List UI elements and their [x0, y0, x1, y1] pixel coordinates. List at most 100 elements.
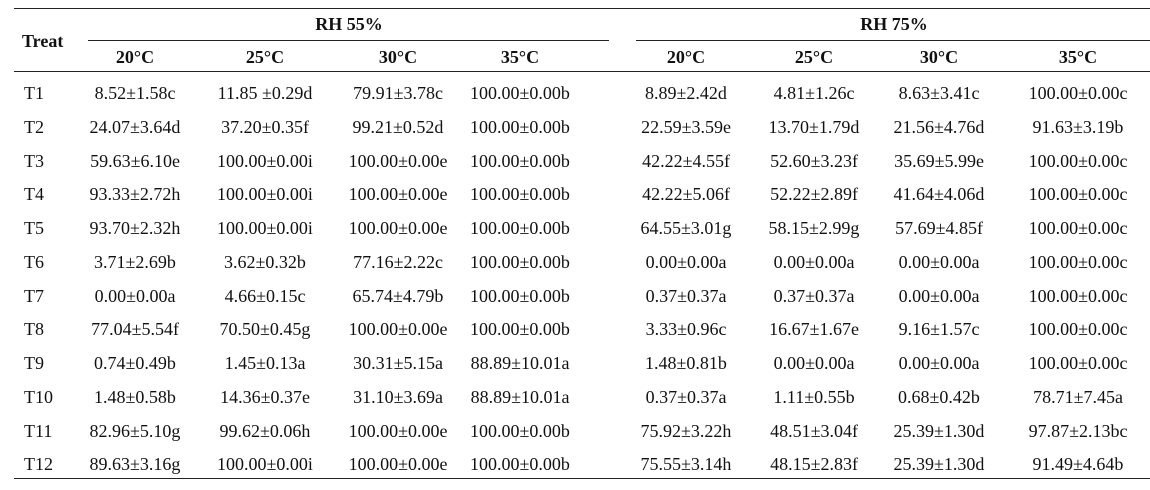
treatment-label: T12: [24, 454, 53, 475]
value-cell: 100.00±0.00c: [1028, 285, 1128, 306]
value-cell: 13.70±1.79d: [768, 116, 860, 137]
value-cell: 99.62±0.06h: [219, 420, 311, 441]
value-cell: 41.64±4.06d: [893, 184, 985, 205]
value-cell: 100.00±0.00i: [217, 150, 313, 171]
value-cell: 0.68±0.42b: [898, 386, 980, 407]
value-cell: 100.00±0.00b: [470, 184, 570, 205]
table-row: T9 0.74±0.49b 1.45±0.13a 30.31±5.15a 88.89±1…: [14, 347, 1150, 380]
value-cell: 30.31±5.15a: [353, 353, 443, 373]
temperature-header: 20°C: [666, 47, 706, 67]
value-cell: 8.52±1.58c: [94, 83, 176, 103]
value-cell: 97.87±2.13bc: [1028, 420, 1128, 441]
treatment-label: T3: [24, 150, 44, 171]
table-row: T6 3.71±2.69b 3.62±0.32b 77.16±2.22c 100.00±…: [14, 246, 1150, 279]
value-cell: 77.04±5.54f: [91, 319, 179, 340]
table-top-rule: [14, 8, 1150, 9]
table-row: T11 82.96±5.10g 99.62±0.06h 100.00±0.00e 100…: [14, 415, 1150, 448]
temperature-header: 35°C: [1058, 47, 1098, 67]
table-row: T8 77.04±5.54f 70.50±0.45g 100.00±0.00e 100.…: [14, 313, 1150, 346]
value-cell: 8.63±3.41c: [898, 83, 980, 103]
value-cell: 88.89±10.01a: [470, 353, 570, 373]
value-cell: 42.22±5.06f: [642, 184, 730, 205]
temperature-header: 30°C: [919, 47, 959, 67]
value-cell: 100.00±0.00e: [348, 319, 448, 340]
value-cell: 48.15±2.83f: [770, 454, 858, 475]
value-cell: 100.00±0.00c: [1028, 251, 1128, 272]
value-cell: 70.50±0.45g: [219, 319, 311, 340]
value-cell: 48.51±3.04f: [770, 420, 858, 441]
value-cell: 4.81±1.26c: [773, 83, 855, 103]
value-cell: 22.59±3.59e: [641, 116, 731, 137]
value-cell: 3.62±0.32b: [224, 251, 306, 272]
value-cell: 0.00±0.00a: [773, 353, 855, 373]
rh75-group-rule: [636, 40, 1150, 41]
value-cell: 100.00±0.00e: [348, 420, 448, 441]
temperature-header: 20°C: [115, 47, 155, 67]
table-row: T10 1.48±0.58b 14.36±0.37e 31.10±3.69a 88.89…: [14, 381, 1150, 414]
value-cell: 100.00±0.00b: [470, 454, 570, 475]
value-cell: 52.22±2.89f: [770, 184, 858, 205]
treatment-label: T6: [24, 251, 44, 272]
value-cell: 100.00±0.00e: [348, 150, 448, 171]
value-cell: 100.00±0.00e: [348, 184, 448, 205]
value-cell: 25.39±1.30d: [893, 420, 985, 441]
value-cell: 8.89±2.42d: [645, 83, 727, 103]
value-cell: 100.00±0.00b: [470, 319, 570, 340]
table-row: T7 0.00±0.00a 4.66±0.15c 65.74±4.79b 100.00±…: [14, 280, 1150, 313]
value-cell: 52.60±3.23f: [770, 150, 858, 171]
value-cell: 1.11±0.55b: [773, 386, 855, 407]
value-cell: 1.48±0.58b: [94, 386, 176, 407]
table-row: T4 93.33±2.72h 100.00±0.00i 100.00±0.00e 100…: [14, 178, 1150, 211]
value-cell: 77.16±2.22c: [353, 251, 443, 272]
value-cell: 58.15±2.99g: [768, 218, 860, 238]
value-cell: 4.66±0.15c: [224, 285, 306, 306]
value-cell: 0.00±0.00a: [773, 251, 855, 272]
value-cell: 0.00±0.00a: [645, 251, 727, 272]
group-header-rh75: RH 75%: [860, 14, 928, 34]
treatment-label: T5: [24, 218, 44, 238]
value-cell: 75.92±3.22h: [640, 420, 732, 441]
header-bottom-rule: [14, 71, 1150, 72]
value-cell: 11.85 ±0.29d: [217, 83, 313, 103]
treatment-label: T1: [24, 83, 44, 103]
temperature-header: 25°C: [794, 47, 834, 67]
value-cell: 100.00±0.00b: [470, 150, 570, 171]
data-table: Treat RH 55% RH 75% 20°C 25°C 30°C 35°C 20°C…: [14, 6, 1150, 482]
value-cell: 100.00±0.00b: [470, 251, 570, 272]
treatment-label: T10: [24, 386, 53, 407]
value-cell: 0.37±0.37a: [645, 386, 727, 407]
temperature-header: 25°C: [245, 47, 285, 67]
value-cell: 57.69±4.85f: [895, 218, 983, 238]
temperature-header: 35°C: [500, 47, 540, 67]
treatment-label: T9: [24, 353, 44, 373]
value-cell: 100.00±0.00b: [470, 218, 570, 238]
value-cell: 25.39±1.30d: [893, 454, 985, 475]
value-cell: 0.00±0.00a: [898, 353, 980, 373]
table-row: T12 89.63±3.16g 100.00±0.00i 100.00±0.00e 10…: [14, 448, 1150, 481]
value-cell: 16.67±1.67e: [769, 319, 859, 340]
value-cell: 0.74±0.49b: [94, 353, 176, 373]
value-cell: 100.00±0.00c: [1028, 83, 1128, 103]
value-cell: 0.37±0.37a: [773, 285, 855, 306]
value-cell: 42.22±4.55f: [642, 150, 730, 171]
table-row: T1 8.52±1.58c 11.85 ±0.29d 79.91±3.78c 100.0…: [14, 77, 1150, 110]
rh55-group-rule: [88, 40, 609, 41]
value-cell: 14.36±0.37e: [220, 386, 310, 407]
value-cell: 89.63±3.16g: [89, 454, 181, 475]
value-cell: 100.00±0.00c: [1028, 353, 1128, 373]
value-cell: 100.00±0.00c: [1028, 218, 1128, 238]
table-bottom-rule: [14, 478, 1150, 479]
value-cell: 0.00±0.00a: [898, 251, 980, 272]
value-cell: 37.20±0.35f: [221, 116, 309, 137]
value-cell: 100.00±0.00b: [470, 420, 570, 441]
value-cell: 59.63±6.10e: [90, 150, 180, 171]
value-cell: 100.00±0.00i: [217, 454, 313, 475]
value-cell: 9.16±1.57c: [898, 319, 980, 340]
treatment-label: T11: [24, 420, 53, 441]
table-row: T3 59.63±6.10e 100.00±0.00i 100.00±0.00e 100…: [14, 145, 1150, 178]
treatment-label: T4: [24, 184, 44, 205]
value-cell: 93.70±2.32h: [89, 218, 181, 238]
value-cell: 75.55±3.14h: [640, 454, 732, 475]
value-cell: 100.00±0.00i: [217, 184, 313, 205]
value-cell: 100.00±0.00e: [348, 218, 448, 238]
